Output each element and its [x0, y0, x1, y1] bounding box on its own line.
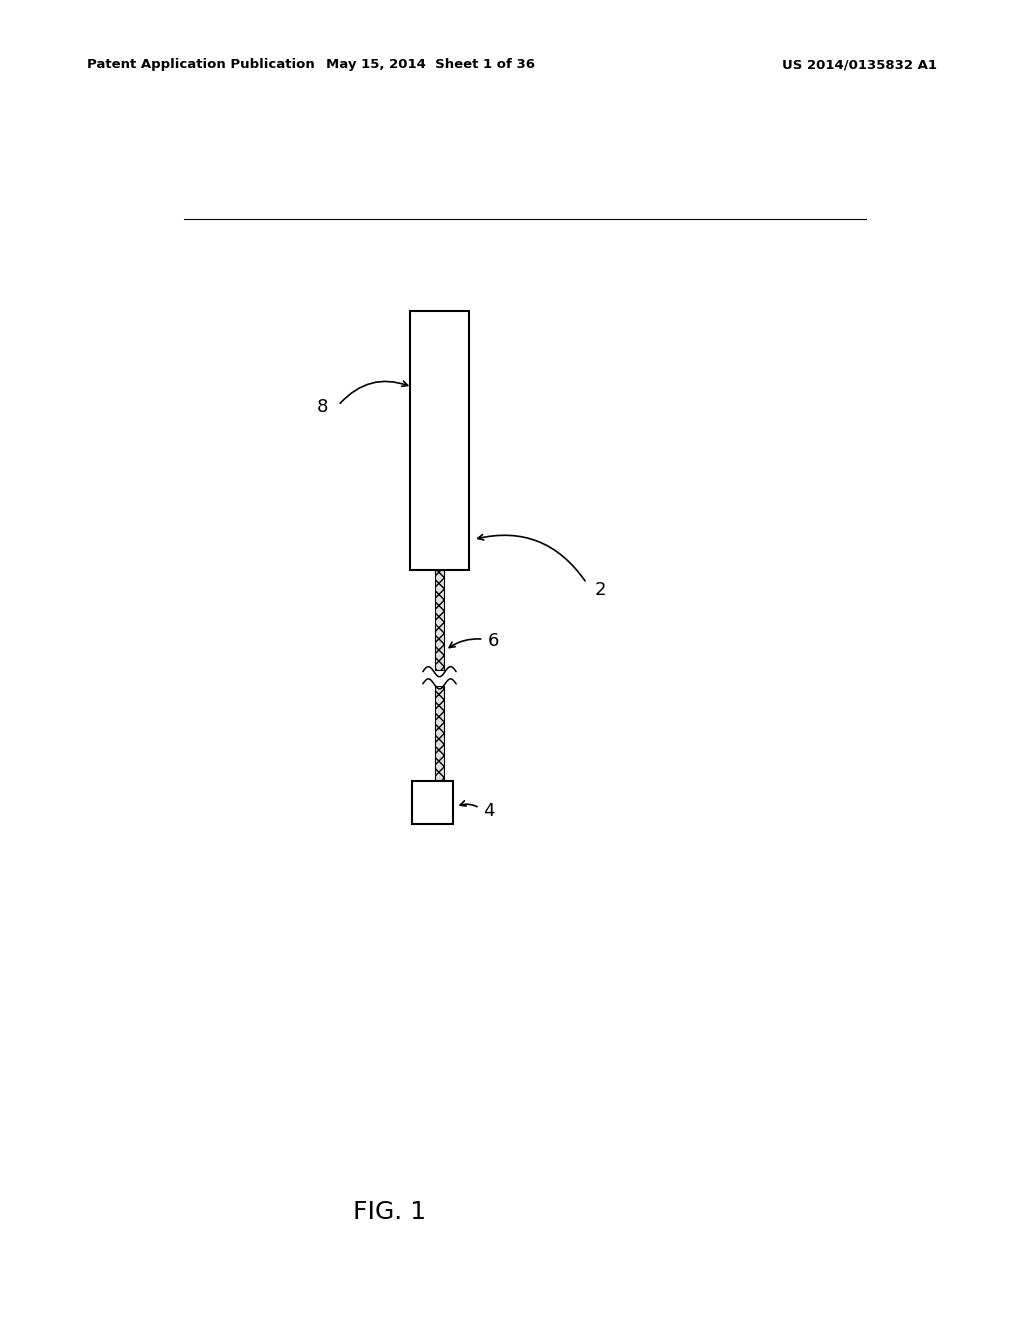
Bar [435, 570, 444, 669]
Text: 6: 6 [487, 632, 499, 651]
Bar [412, 781, 454, 824]
Bar [410, 312, 469, 570]
Bar [410, 312, 469, 570]
Text: 2: 2 [595, 581, 606, 599]
Text: 4: 4 [483, 803, 495, 820]
Text: FIG. 1: FIG. 1 [352, 1200, 426, 1224]
Bar [435, 686, 444, 781]
Bar [412, 781, 454, 824]
Text: 8: 8 [316, 399, 328, 416]
Text: Patent Application Publication: Patent Application Publication [87, 58, 314, 71]
Text: May 15, 2014  Sheet 1 of 36: May 15, 2014 Sheet 1 of 36 [326, 58, 535, 71]
Text: US 2014/0135832 A1: US 2014/0135832 A1 [782, 58, 937, 71]
